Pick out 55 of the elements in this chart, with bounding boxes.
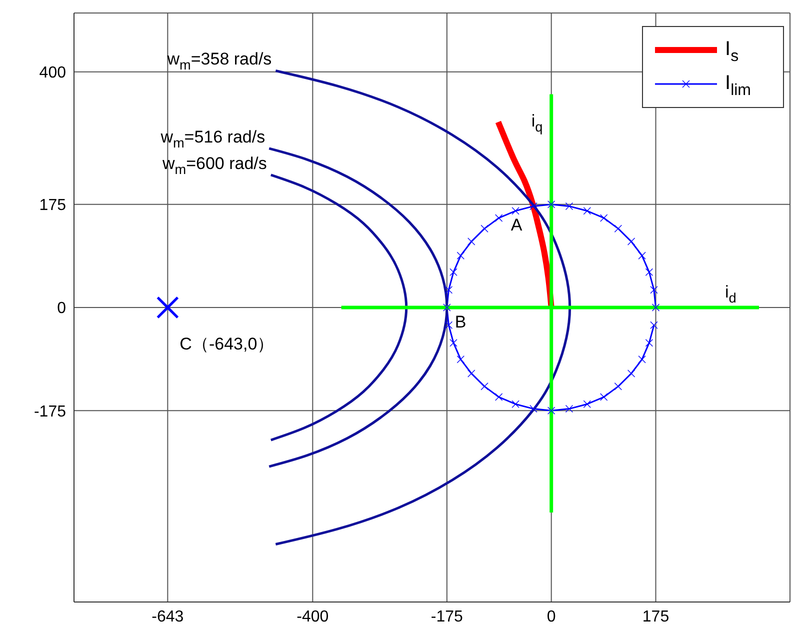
point	[468, 238, 476, 246]
point	[650, 321, 658, 329]
annotation: A	[510, 215, 523, 234]
line-series	[270, 174, 408, 442]
point	[156, 296, 179, 318]
point	[565, 202, 573, 210]
legend-label: I$_{lim}$	[725, 72, 751, 99]
annotation: B	[454, 312, 466, 332]
y-tick-label: 0	[57, 300, 66, 318]
point	[600, 214, 608, 222]
y-tick-label: 175	[39, 197, 66, 214]
point	[628, 370, 636, 378]
point	[480, 224, 488, 232]
annotation: i$_{d}$	[724, 282, 736, 306]
point	[480, 382, 488, 390]
point	[530, 405, 538, 413]
point	[450, 268, 458, 276]
point	[530, 202, 538, 210]
x-tick-label: -643	[152, 608, 184, 626]
point	[444, 286, 452, 294]
point	[650, 286, 658, 294]
line-series	[274, 69, 572, 546]
point	[456, 356, 464, 364]
annotation: C（-643,0）	[180, 334, 274, 354]
x-tick-label: 0	[546, 608, 556, 626]
point	[456, 252, 464, 260]
x-tick-label: -400	[296, 608, 329, 626]
point	[645, 268, 653, 276]
point	[638, 252, 646, 260]
point	[495, 214, 503, 222]
point	[512, 400, 520, 408]
point	[565, 405, 573, 413]
point	[583, 207, 591, 215]
point	[583, 400, 591, 408]
annotation: i$_{q}$	[531, 111, 543, 134]
point	[600, 393, 608, 401]
point	[495, 393, 503, 401]
legend-label: I$_{s}$	[725, 38, 739, 65]
y-tick-label: 400	[39, 64, 66, 82]
point	[638, 356, 646, 364]
point	[444, 321, 452, 329]
point	[628, 238, 636, 246]
point	[548, 200, 556, 208]
point	[548, 406, 556, 414]
x-tick-label: -175	[430, 608, 464, 626]
point	[468, 370, 476, 378]
point	[443, 304, 451, 312]
y-tick-label: -175	[34, 403, 66, 420]
point	[512, 207, 520, 215]
point	[645, 339, 653, 347]
point	[614, 382, 622, 390]
point	[652, 304, 660, 312]
x-tick-label: 175	[642, 608, 670, 626]
point	[614, 224, 622, 232]
point	[450, 339, 458, 347]
